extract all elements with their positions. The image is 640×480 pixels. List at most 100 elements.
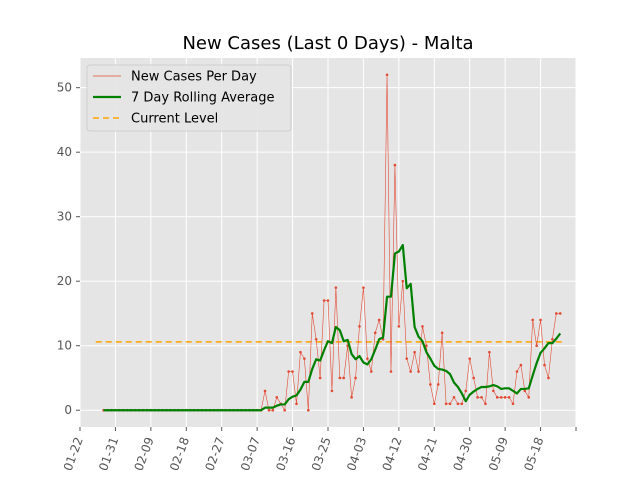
x-tick-label: 03-25 (309, 435, 334, 473)
daily-point (448, 402, 452, 406)
daily-point (464, 389, 468, 393)
x-tick-label: 04-30 (450, 435, 475, 473)
daily-point (515, 370, 519, 373)
daily-point (460, 402, 464, 406)
daily-point (409, 370, 412, 373)
daily-point (373, 331, 377, 335)
daily-point (421, 325, 424, 328)
daily-point (484, 402, 487, 406)
daily-point (519, 363, 523, 367)
x-tick-label: 03-16 (273, 435, 298, 473)
daily-point (413, 350, 416, 354)
daily-point (295, 402, 298, 406)
daily-point (334, 286, 338, 289)
daily-point (440, 331, 444, 335)
daily-point (366, 357, 369, 360)
y-tick-label: 10 (57, 339, 72, 353)
x-tick-label: 05-09 (486, 435, 511, 473)
daily-point (377, 318, 381, 322)
legend-item-daily: New Cases Per Day (93, 70, 257, 85)
x-tick-label: 05-18 (521, 435, 546, 473)
daily-point (397, 325, 401, 328)
daily-point (338, 376, 342, 380)
series-layer (95, 73, 565, 412)
daily-point (480, 396, 483, 399)
daily-point (350, 396, 353, 399)
daily-point (310, 312, 314, 315)
legend-label: 7 Day Rolling Average (131, 91, 274, 106)
daily-point (495, 396, 499, 399)
daily-point (314, 337, 318, 341)
legend-label: New Cases Per Day (131, 70, 257, 85)
x-axis: 01-22 01-31 02-09 02-18 02-27 03-07 03-16 03-25… (61, 427, 577, 473)
y-tick-label: 50 (57, 81, 72, 95)
daily-point (362, 286, 365, 289)
x-tick-label: 01-31 (96, 435, 121, 473)
daily-point (432, 402, 436, 406)
daily-point (417, 370, 420, 373)
daily-point (436, 383, 440, 386)
daily-point (370, 370, 373, 373)
daily-point (499, 396, 503, 399)
y-tick-label: 40 (57, 145, 72, 159)
daily-point (287, 370, 290, 373)
daily-point (275, 396, 279, 399)
daily-point (503, 396, 507, 399)
x-tick-label: 02-18 (167, 435, 192, 473)
x-tick-label: 02-27 (202, 435, 227, 473)
y-axis: 0 10 20 30 40 50 (57, 81, 80, 417)
daily-point (468, 357, 472, 360)
daily-point (354, 376, 357, 380)
daily-point (291, 370, 294, 373)
y-tick-label: 30 (57, 210, 72, 224)
daily-point (330, 389, 334, 393)
daily-point (547, 376, 550, 380)
x-tick-label: 04-03 (344, 435, 369, 473)
x-tick-label: 03-07 (238, 435, 263, 473)
legend-box (86, 64, 292, 132)
chart-title: New Cases (Last 0 Days) - Malta (182, 33, 473, 54)
daily-point (527, 396, 531, 399)
daily-point (283, 408, 286, 412)
daily-point (444, 402, 448, 406)
daily-point (307, 408, 310, 412)
daily-point (452, 396, 456, 399)
daily-point (267, 408, 271, 412)
daily-point (555, 312, 558, 315)
daily-point (456, 402, 460, 406)
daily-point (263, 389, 267, 393)
daily-point (393, 163, 397, 167)
daily-point (425, 344, 428, 348)
daily-point (543, 363, 546, 367)
daily-point (472, 376, 475, 380)
legend-item-current: Current Level (93, 112, 218, 127)
daily-point (539, 318, 542, 322)
daily-point (389, 370, 393, 373)
daily-point (358, 325, 361, 328)
legend-label: Current Level (131, 112, 218, 127)
daily-point (476, 396, 479, 399)
rolling-series (103, 243, 562, 412)
legend-item-rolling: 7 Day Rolling Average (93, 91, 274, 106)
daily-point (488, 350, 491, 354)
daily-point (401, 279, 405, 283)
x-tick-label: 01-22 (61, 435, 86, 473)
rolling-line (103, 243, 562, 412)
y-tick-label: 20 (57, 274, 72, 288)
daily-point (322, 299, 326, 302)
daily-point (551, 337, 554, 341)
daily-point (535, 344, 538, 348)
daily-point (492, 389, 495, 393)
daily-point (507, 396, 511, 399)
daily-point (299, 350, 302, 354)
daily-point (523, 389, 527, 393)
daily-point (303, 357, 306, 360)
daily-point (405, 357, 409, 360)
legend: New Cases Per Day 7 Day Rolling Average Cu… (86, 64, 292, 132)
daily-point (385, 73, 389, 77)
daily-point (531, 318, 534, 322)
daily-point (429, 383, 432, 386)
x-tick-label: 04-12 (380, 435, 405, 473)
daily-point (326, 299, 330, 302)
